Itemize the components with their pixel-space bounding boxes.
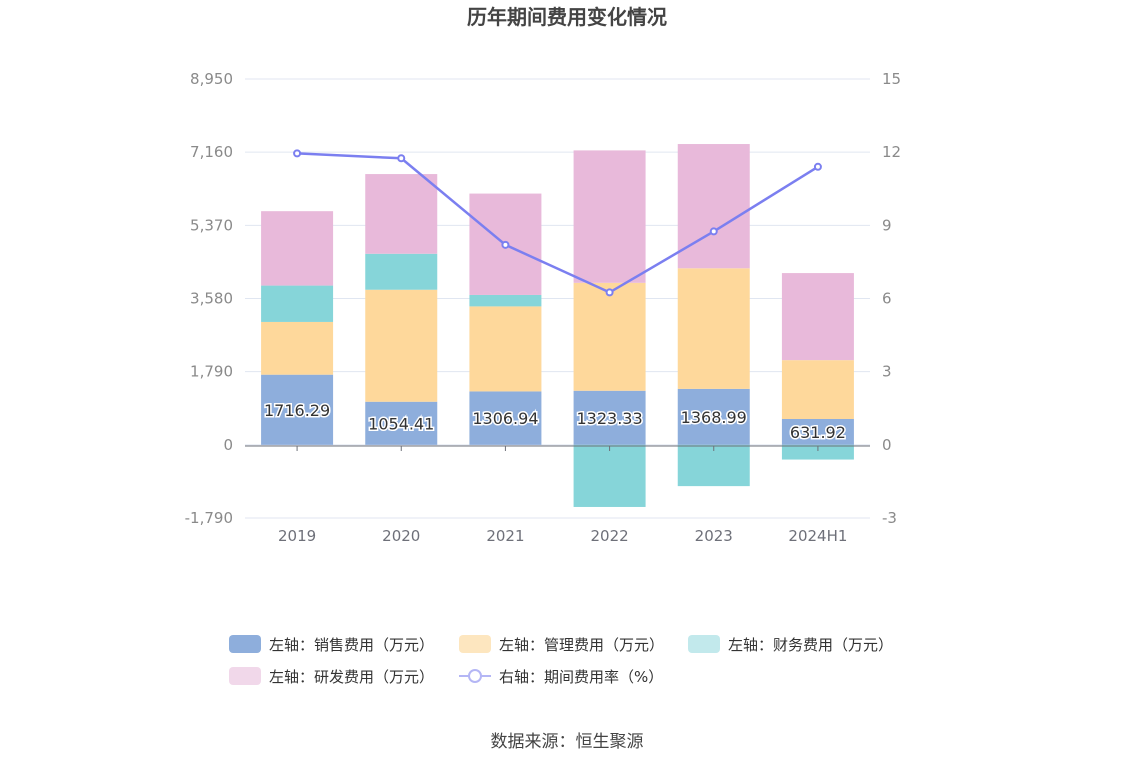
bar-data-label: 631.92	[790, 423, 846, 442]
bar-segment-s0-2024H1	[781, 419, 854, 445]
x-tick-label: 2023	[695, 527, 733, 545]
left-tick-label: 0	[223, 436, 233, 454]
rate-point	[605, 288, 614, 297]
legend-label: 右轴：期间费用率（%）	[499, 668, 663, 686]
x-tick-label: 2019	[278, 527, 316, 545]
legend-item: 右轴：期间费用率（%）	[459, 668, 663, 686]
bar-segment-s3-2019	[261, 211, 334, 286]
left-tick-label: 5,370	[190, 216, 233, 234]
x-axis: 2019 2020 2021 2022 2023 2024H1	[278, 446, 847, 545]
bar-segment-s2-2023	[677, 444, 750, 487]
rate-point	[501, 240, 510, 249]
bar-data-label: 1054.41	[368, 414, 434, 433]
legend-item: 左轴：研发费用（万元）	[229, 667, 434, 686]
bar-data-label: 1306.94	[472, 409, 538, 428]
legend-label: 左轴：管理费用（万元）	[499, 636, 664, 654]
rate-line-series	[293, 149, 822, 297]
legend-item: 左轴：财务费用（万元）	[688, 635, 893, 654]
bar-segment-s2-2022	[573, 444, 646, 507]
left-tick-label: -1,790	[185, 509, 233, 527]
right-axis-ticks: -3 0 3 6 9 12 15	[882, 70, 901, 527]
legend-color-swatch	[688, 635, 720, 653]
left-tick-label: 7,160	[190, 143, 233, 161]
left-axis-ticks: -1,790 0 1,790 3,580 5,370 7,160 8,950	[185, 70, 233, 527]
bar-segment-s3-2024H1	[781, 273, 854, 361]
bar-segment-s0-2020	[365, 401, 438, 445]
left-tick-label: 3,580	[190, 290, 233, 308]
right-tick-label: -3	[882, 509, 897, 527]
legend-color-swatch	[229, 667, 261, 685]
bar-data-label: 1716.29	[264, 401, 330, 420]
legend-item: 左轴：管理费用（万元）	[459, 635, 664, 654]
x-tick-label: 2024H1	[788, 527, 847, 545]
legend-label: 左轴：销售费用（万元）	[269, 636, 434, 654]
bar-segment-s1-2021	[469, 306, 542, 392]
bar-segment-s1-2019	[261, 321, 334, 375]
chart-title: 历年期间费用变化情况	[467, 5, 667, 29]
source-note: 数据来源：恒生聚源	[491, 732, 644, 752]
legend-label: 左轴：研发费用（万元）	[269, 668, 434, 686]
bar-segment-s0-2019	[261, 374, 334, 445]
right-tick-label: 15	[882, 70, 901, 88]
bar-segment-s1-2024H1	[781, 360, 854, 420]
legend-color-swatch	[459, 635, 491, 653]
legend-marker-icon	[468, 669, 482, 683]
x-tick-label: 2021	[486, 527, 524, 545]
rate-point	[397, 154, 406, 163]
rate-point	[813, 162, 822, 171]
left-tick-label: 1,790	[190, 363, 233, 381]
legend-item: 左轴：销售费用（万元）	[229, 635, 434, 654]
legend: 左轴：销售费用（万元） 左轴：管理费用（万元） 左轴：财务费用（万元） 左轴：研发费用…	[229, 635, 893, 686]
grid-lines	[245, 78, 870, 519]
bar-data-label: 1368.99	[681, 408, 747, 427]
rate-line	[297, 152, 819, 294]
right-tick-label: 9	[882, 216, 892, 234]
bar-segment-s2-2024H1	[781, 444, 854, 460]
rate-point	[293, 149, 302, 158]
bar-segment-s2-2020	[365, 253, 438, 290]
bar-segment-s1-2020	[365, 289, 438, 402]
right-tick-label: 0	[882, 436, 892, 454]
legend-label: 左轴：财务费用（万元）	[728, 636, 893, 654]
x-tick-label: 2022	[590, 527, 628, 545]
bar-segment-s2-2019	[261, 285, 334, 322]
bar-segment-s3-2022	[573, 150, 646, 283]
bar-segment-s2-2021	[469, 294, 542, 307]
x-tick-label: 2020	[382, 527, 420, 545]
bar-segment-s0-2022	[573, 390, 646, 445]
rate-point	[709, 227, 718, 236]
bar-segment-s1-2022	[573, 282, 646, 391]
right-tick-label: 3	[882, 363, 892, 381]
bar-segment-s0-2023	[677, 388, 750, 445]
left-tick-label: 8,950	[190, 70, 233, 88]
legend-color-swatch	[229, 635, 261, 653]
bar-segment-s3-2020	[365, 174, 438, 254]
bar-segment-s1-2023	[677, 268, 750, 389]
bar-segment-s3-2023	[677, 144, 750, 269]
right-tick-label: 6	[882, 290, 892, 308]
bar-segment-s0-2021	[469, 391, 542, 445]
right-tick-label: 12	[882, 143, 901, 161]
bar-data-label: 1323.33	[576, 409, 642, 428]
bar-data-labels: 1716.29 1054.41 1306.94 1323.33 1368.99 631.9…	[262, 399, 847, 443]
